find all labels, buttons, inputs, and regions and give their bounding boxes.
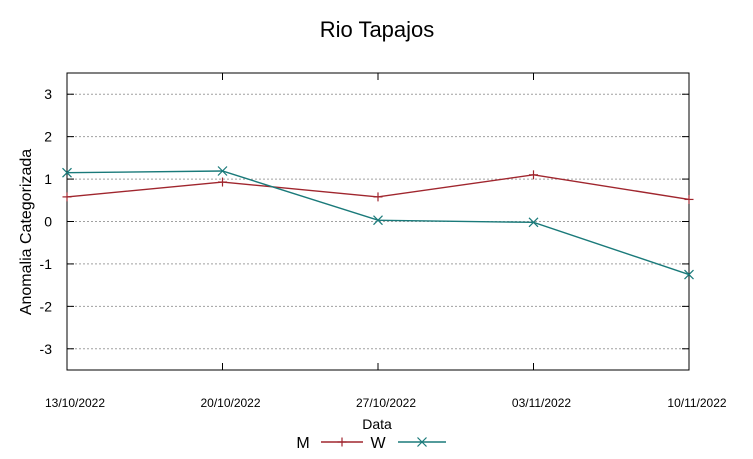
series-layer: [62, 166, 694, 280]
y-axis-label: Anomalia Categorizada: [18, 149, 35, 315]
legend-label-W: W: [370, 435, 386, 452]
x-tick-label: 10/11/2022: [667, 396, 726, 410]
chart-title: Rio Tapajos: [320, 17, 435, 42]
data-point-W: [528, 217, 539, 228]
legend-label-M: M: [296, 435, 309, 452]
y-tick-label: -2: [40, 298, 53, 314]
y-tick-label: 2: [44, 129, 52, 145]
data-point-M: [62, 192, 72, 202]
series-line-W: [66, 170, 690, 276]
series-W: [62, 166, 694, 280]
grid: [67, 93, 689, 350]
y-tick-label: 1: [44, 171, 52, 187]
x-axis-label: Data: [362, 416, 392, 432]
y-tick-label: -1: [40, 256, 53, 272]
data-point-M: [529, 170, 538, 180]
y-tick-label: 3: [44, 86, 52, 102]
x-tick-label: 03/11/2022: [512, 396, 571, 410]
data-point-M: [684, 194, 694, 204]
data-point-W: [684, 269, 694, 280]
data-point-M: [218, 177, 227, 187]
x-tick-label: 27/10/2022: [356, 396, 416, 410]
data-point-W: [217, 166, 228, 176]
legend-marker-W: [417, 437, 427, 447]
y-axis: -3 -2 -1 0 1 2 3: [40, 86, 689, 357]
y-tick-label: 0: [44, 214, 52, 230]
data-point-M: [373, 192, 383, 202]
data-point-W: [62, 167, 72, 178]
x-tick-label: 13/10/2022: [45, 396, 105, 410]
series-M: [62, 170, 694, 204]
x-axis: 13/10/2022 20/10/2022 27/10/2022 03/11/2022…: [45, 73, 727, 410]
data-point-W: [373, 215, 383, 226]
legend-marker-M: [337, 437, 347, 447]
x-tick-label: 20/10/2022: [200, 396, 260, 410]
y-tick-label: -3: [40, 341, 53, 357]
